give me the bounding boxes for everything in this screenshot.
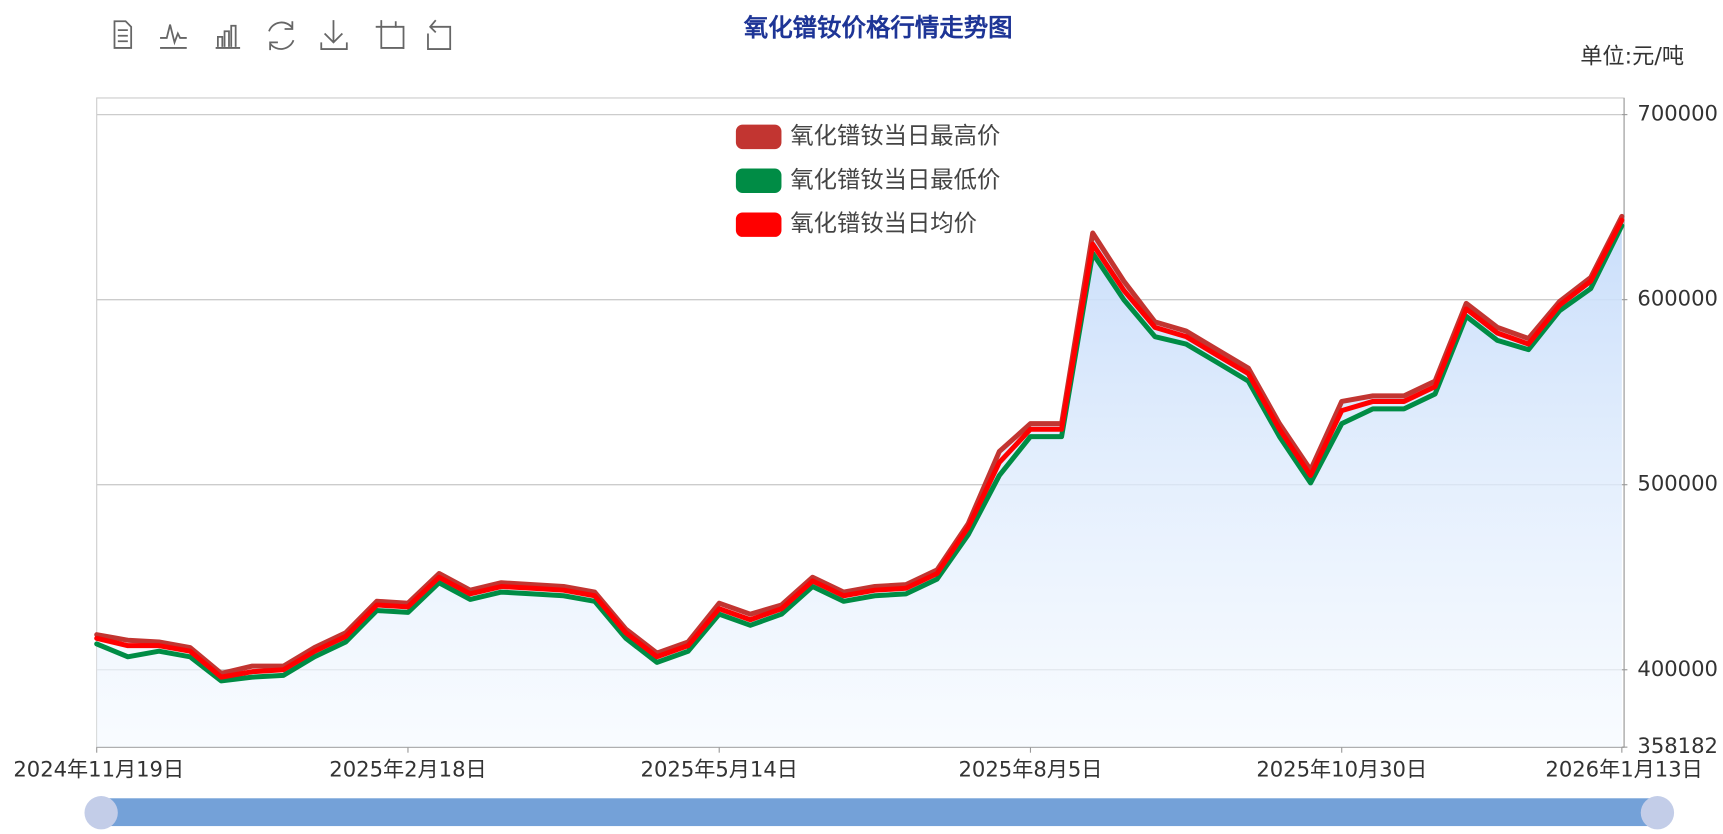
x-tick-label: 2025年10月30日 xyxy=(1256,756,1427,781)
y-tick-label: 700000 xyxy=(1637,101,1718,126)
y-tick-label: 400000 xyxy=(1637,656,1718,681)
x-tick-label: 2026年1月13日 xyxy=(1545,756,1702,781)
slider-track[interactable] xyxy=(100,798,1659,827)
legend-label: 氧化镨钕当日均价 xyxy=(790,209,977,237)
tool-zoom-reset[interactable] xyxy=(427,19,452,50)
tool-line[interactable] xyxy=(160,24,187,49)
legend-label: 氧化镨钕当日最低价 xyxy=(790,165,1000,193)
toolbox xyxy=(113,19,452,51)
legend-label: 氧化镨钕当日最高价 xyxy=(790,121,1000,149)
legend-swatch xyxy=(735,168,782,194)
chart-title: 氧化镨钕价格行情走势图 xyxy=(744,13,1013,42)
tool-bar[interactable] xyxy=(215,24,241,49)
unit-label: 单位:元/吨 xyxy=(1580,43,1684,69)
tool-save[interactable] xyxy=(320,20,348,50)
legend-swatch xyxy=(735,124,782,150)
series-line xyxy=(94,223,1625,684)
y-tick-label: 600000 xyxy=(1637,286,1718,311)
y-tick-label: 500000 xyxy=(1637,471,1718,496)
data-zoom-slider[interactable] xyxy=(84,796,1675,830)
x-tick-label: 2025年8月5日 xyxy=(959,756,1103,781)
y-tick-label: 358182 xyxy=(1637,733,1718,758)
tool-restore[interactable] xyxy=(268,21,295,51)
series-line xyxy=(94,217,1625,680)
area xyxy=(96,216,1622,748)
slider-handle[interactable] xyxy=(1640,796,1675,830)
x-tick-label: 2025年5月14日 xyxy=(641,756,798,781)
legend-swatch xyxy=(735,212,782,237)
tool-zoom[interactable] xyxy=(375,20,405,50)
tool-data-view[interactable] xyxy=(113,20,133,49)
slider-handle[interactable] xyxy=(84,796,118,830)
x-tick-label: 2024年11月19日 xyxy=(13,756,184,781)
series-line xyxy=(94,213,1625,676)
x-tick-label: 2025年2月18日 xyxy=(329,756,486,781)
